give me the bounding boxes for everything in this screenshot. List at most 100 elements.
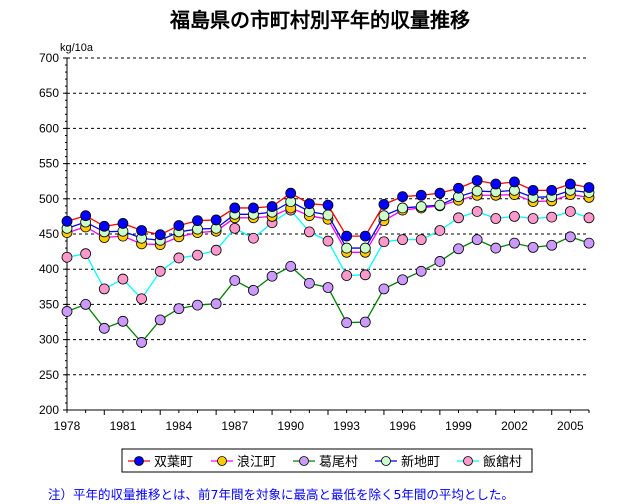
data-point [229,202,241,214]
data-point [415,201,427,212]
data-point [471,206,483,217]
data-point [98,283,110,295]
data-point [453,212,464,224]
data-point [210,298,222,310]
legend-label: 浪江町 [237,454,276,469]
data-point [341,270,353,281]
y-tick-label: 700 [39,51,59,65]
x-tick-label: 2002 [501,419,528,433]
data-point [61,215,73,227]
data-point [359,269,371,281]
data-point [415,265,427,277]
legend-label: 飯舘村 [483,454,522,469]
data-point [266,270,278,282]
data-point [248,284,259,296]
data-point [266,201,278,212]
data-point [509,210,520,222]
data-point [564,231,576,243]
data-point [583,182,595,193]
data-point [285,260,297,272]
x-tick-label: 1981 [110,419,137,433]
data-point [509,176,520,188]
data-point [341,242,353,254]
data-point [415,234,427,246]
data-point [210,214,222,226]
data-point [248,202,259,214]
data-point [303,277,315,289]
data-point [490,213,502,224]
data-point [397,234,408,246]
legend-marker [381,456,391,466]
data-point [154,265,166,277]
data-point [546,184,558,196]
data-point [490,242,502,254]
y-tick-label: 450 [39,227,59,241]
data-point [154,314,166,326]
y-tick-label: 200 [39,403,59,417]
data-point [546,211,558,223]
data-point [98,220,110,232]
data-point [415,189,427,201]
data-point [322,282,334,293]
data-point [173,252,185,264]
y-tick-label: 500 [39,192,59,206]
data-point [136,225,147,236]
y-tick-label: 550 [39,157,59,171]
y-tick-label: 350 [39,297,59,311]
data-point [471,185,483,197]
data-point [173,303,185,315]
data-point [509,237,520,249]
x-tick-label: 1996 [389,419,416,433]
x-tick-label: 2005 [557,419,584,433]
y-tick-label: 650 [39,86,59,100]
data-point [378,199,390,210]
data-point [303,226,315,238]
y-tick-label: 600 [39,121,59,135]
x-tick-label: 1993 [333,419,360,433]
data-point [434,187,446,199]
data-point [583,212,595,224]
data-point [80,210,92,222]
data-point [61,306,73,317]
data-point [397,191,408,203]
x-tick-label: 1990 [277,419,304,433]
data-point [192,299,203,311]
legend-marker [217,456,227,466]
data-point [303,198,315,210]
data-point [527,213,539,224]
data-point [285,187,297,199]
data-point [471,234,483,246]
data-point [453,243,464,255]
data-point [490,178,502,190]
data-point [434,256,446,267]
data-point [98,322,110,334]
data-point [192,249,203,261]
data-point [61,251,73,263]
data-point [341,317,353,329]
data-point [229,222,241,234]
legend-label: 新地町 [401,454,440,469]
data-point [527,241,539,253]
data-point [546,239,558,251]
data-point [117,218,129,229]
data-point [583,237,595,249]
data-point [229,275,241,286]
x-tick-label: 1984 [166,419,193,433]
legend-box [121,448,533,473]
data-point [192,215,203,227]
data-point [564,206,576,217]
data-point [210,244,222,256]
data-point [378,283,390,295]
data-point [359,230,371,242]
data-point [564,178,576,190]
y-tick-label: 400 [39,262,59,276]
data-point [527,184,539,196]
data-point [136,293,147,305]
legend-label: 葛尾村 [319,454,358,469]
data-point [359,242,371,254]
data-point [453,182,464,194]
data-point [359,316,371,328]
data-point [248,232,259,244]
data-point [434,199,446,211]
